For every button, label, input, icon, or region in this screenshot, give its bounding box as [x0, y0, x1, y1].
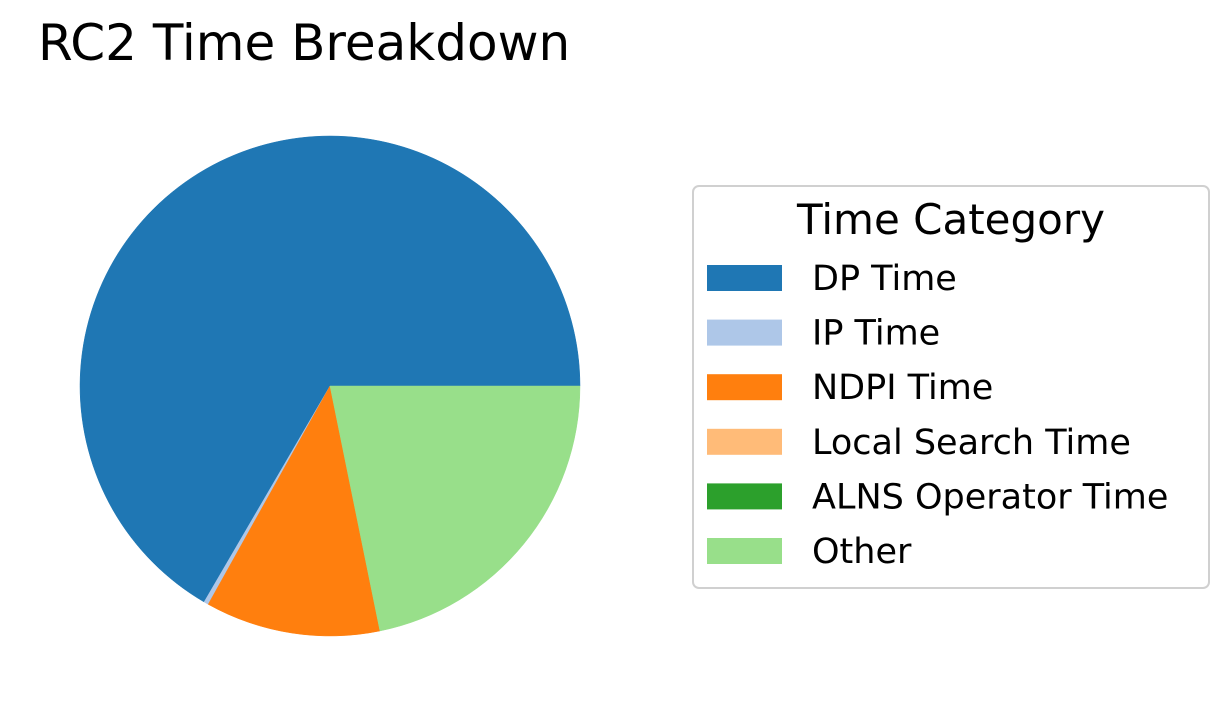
legend: Time Category DP Time IP Time NDPI Time Loc…: [692, 185, 1210, 589]
legend-swatch-ndpi-time: [707, 374, 782, 401]
legend-label-other: Other: [812, 532, 912, 572]
legend-swatch-local-search-time: [707, 428, 782, 455]
legend-label-alns-operator-time: ALNS Operator Time: [812, 477, 1168, 517]
legend-label-ip-time: IP Time: [812, 314, 940, 354]
legend-item-ip-time: IP Time: [707, 314, 940, 354]
legend-label-ndpi-time: NDPI Time: [812, 368, 993, 408]
legend-title: Time Category: [796, 195, 1105, 244]
legend-swatch-dp-time: [707, 265, 782, 291]
pie-slice-other: [329, 385, 581, 632]
legend-item-local-search-time: Local Search Time: [707, 423, 1131, 463]
legend-item-ndpi-time: NDPI Time: [707, 368, 993, 408]
chart-title: RC2 Time Breakdown: [38, 14, 570, 72]
legend-swatch-other: [707, 538, 782, 564]
legend-frame: [692, 185, 1210, 589]
legend-item-other: Other: [707, 532, 912, 572]
legend-swatch-alns-operator-time: [707, 483, 782, 510]
legend-swatch-ip-time: [707, 319, 782, 346]
pie-slice-ndpi-time: [207, 385, 381, 637]
pie-slices: [79, 135, 581, 637]
legend-items: DP Time IP Time NDPI Time Local Search Time…: [707, 259, 1168, 572]
legend-item-alns-operator-time: ALNS Operator Time: [707, 477, 1168, 517]
pie-slice-dp-time: [79, 135, 581, 603]
legend-label-dp-time: DP Time: [812, 259, 957, 299]
legend-label-local-search-time: Local Search Time: [812, 423, 1131, 463]
legend-item-dp-time: DP Time: [707, 259, 957, 299]
